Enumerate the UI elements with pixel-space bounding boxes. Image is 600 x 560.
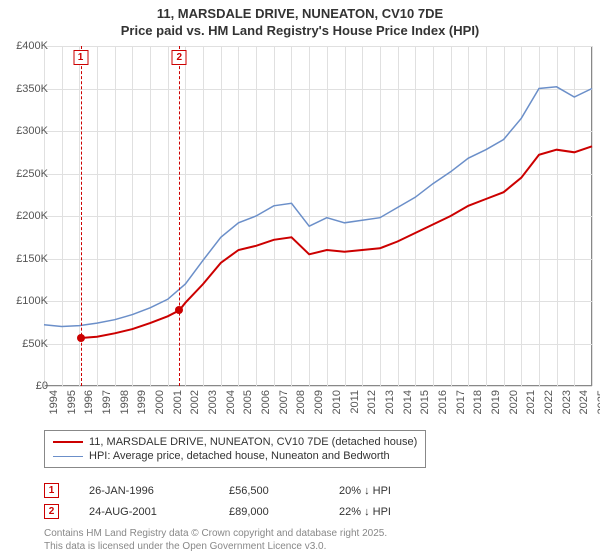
x-tick-label: 2001 xyxy=(172,390,184,414)
y-tick-label: £50K xyxy=(4,338,48,350)
y-tick-label: £0 xyxy=(4,380,48,392)
x-tick-label: 2015 xyxy=(419,390,431,414)
x-tick-label: 2008 xyxy=(295,390,307,414)
series-line-hpi xyxy=(44,87,592,327)
legend-item-price-paid: 11, MARSDALE DRIVE, NUNEATON, CV10 7DE (… xyxy=(53,435,417,449)
sale-date: 24-AUG-2001 xyxy=(89,506,199,518)
y-tick-label: £100K xyxy=(4,295,48,307)
y-tick-label: £350K xyxy=(4,83,48,95)
x-tick-label: 2022 xyxy=(543,390,555,414)
legend-label-hpi: HPI: Average price, detached house, Nune… xyxy=(89,450,390,462)
x-tick-label: 2014 xyxy=(402,390,414,414)
x-tick-label: 1999 xyxy=(136,390,148,414)
chart-container: 11, MARSDALE DRIVE, NUNEATON, CV10 7DE P… xyxy=(0,0,600,560)
x-tick-label: 2021 xyxy=(525,390,537,414)
x-tick-label: 2013 xyxy=(384,390,396,414)
x-tick-label: 1998 xyxy=(119,390,131,414)
sale-marker-dot xyxy=(175,306,183,314)
sale-marker-box: 2 xyxy=(172,50,187,65)
x-tick-label: 2003 xyxy=(207,390,219,414)
x-tick-label: 2011 xyxy=(349,390,361,414)
sale-marker-line xyxy=(179,46,180,386)
x-tick-label: 2009 xyxy=(313,390,325,414)
y-tick-label: £250K xyxy=(4,168,48,180)
x-tick-label: 2017 xyxy=(455,390,467,414)
y-tick-label: £400K xyxy=(4,40,48,52)
sale-index-box: 2 xyxy=(44,504,59,519)
sales-table: 1 26-JAN-1996 £56,500 20% ↓ HPI 2 24-AUG… xyxy=(44,480,439,522)
chart-title: 11, MARSDALE DRIVE, NUNEATON, CV10 7DE P… xyxy=(0,0,600,40)
sale-delta: 20% ↓ HPI xyxy=(339,485,439,497)
x-tick-label: 1994 xyxy=(48,390,60,414)
legend-item-hpi: HPI: Average price, detached house, Nune… xyxy=(53,449,417,463)
series-line-price_paid xyxy=(81,146,592,338)
y-tick-label: £300K xyxy=(4,125,48,137)
title-line-1: 11, MARSDALE DRIVE, NUNEATON, CV10 7DE xyxy=(0,6,600,23)
legend-swatch-hpi xyxy=(53,456,83,457)
sale-marker-dot xyxy=(77,334,85,342)
x-tick-label: 2025 xyxy=(596,390,600,414)
x-tick-label: 2002 xyxy=(189,390,201,414)
y-tick-label: £150K xyxy=(4,253,48,265)
x-tick-label: 2020 xyxy=(508,390,520,414)
x-tick-label: 2018 xyxy=(472,390,484,414)
x-tick-label: 2007 xyxy=(278,390,290,414)
y-gridline xyxy=(44,386,592,387)
x-gridline xyxy=(592,46,593,386)
sale-delta: 22% ↓ HPI xyxy=(339,506,439,518)
x-tick-label: 2010 xyxy=(331,390,343,414)
legend-swatch-price-paid xyxy=(53,441,83,443)
x-tick-label: 2023 xyxy=(561,390,573,414)
sales-row: 1 26-JAN-1996 £56,500 20% ↓ HPI xyxy=(44,480,439,501)
line-series-svg xyxy=(44,46,592,386)
x-tick-label: 2004 xyxy=(225,390,237,414)
legend: 11, MARSDALE DRIVE, NUNEATON, CV10 7DE (… xyxy=(44,430,426,468)
x-tick-label: 2005 xyxy=(242,390,254,414)
x-tick-label: 1995 xyxy=(66,390,78,414)
x-tick-label: 1997 xyxy=(101,390,113,414)
title-line-2: Price paid vs. HM Land Registry's House … xyxy=(0,23,600,40)
sale-index-box: 1 xyxy=(44,483,59,498)
x-tick-label: 2006 xyxy=(260,390,272,414)
y-tick-label: £200K xyxy=(4,210,48,222)
sale-price: £89,000 xyxy=(229,506,309,518)
x-tick-label: 2024 xyxy=(578,390,590,414)
attribution-footer: Contains HM Land Registry data © Crown c… xyxy=(44,527,387,553)
sale-marker-box: 1 xyxy=(73,50,88,65)
sales-row: 2 24-AUG-2001 £89,000 22% ↓ HPI xyxy=(44,501,439,522)
sale-date: 26-JAN-1996 xyxy=(89,485,199,497)
x-tick-label: 2019 xyxy=(490,390,502,414)
footer-line-1: Contains HM Land Registry data © Crown c… xyxy=(44,527,387,540)
x-tick-label: 2000 xyxy=(154,390,166,414)
footer-line-2: This data is licensed under the Open Gov… xyxy=(44,540,387,553)
sale-price: £56,500 xyxy=(229,485,309,497)
legend-label-price-paid: 11, MARSDALE DRIVE, NUNEATON, CV10 7DE (… xyxy=(89,436,417,448)
x-tick-label: 2012 xyxy=(366,390,378,414)
plot-area: 12 xyxy=(44,46,592,386)
x-tick-label: 2016 xyxy=(437,390,449,414)
x-tick-label: 1996 xyxy=(83,390,95,414)
